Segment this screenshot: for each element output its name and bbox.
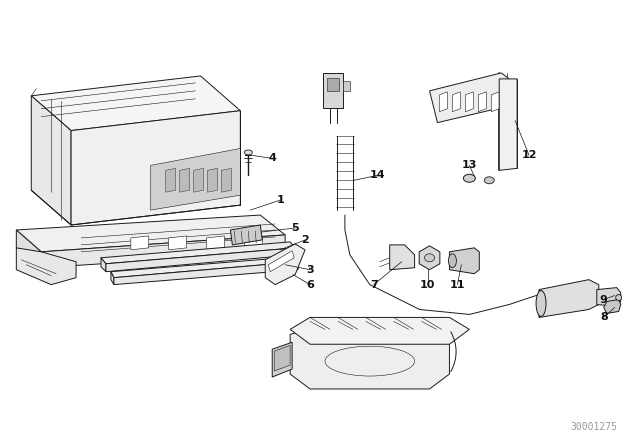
Polygon shape [17,248,76,284]
Polygon shape [106,248,295,271]
Polygon shape [244,236,262,250]
Polygon shape [440,92,447,112]
Polygon shape [111,271,114,284]
Polygon shape [101,258,106,271]
Polygon shape [31,76,241,130]
Polygon shape [449,248,479,274]
Ellipse shape [463,174,476,182]
Polygon shape [390,245,415,270]
Text: 12: 12 [522,151,537,160]
Ellipse shape [484,177,494,184]
Ellipse shape [244,150,252,155]
Polygon shape [272,342,292,377]
Polygon shape [290,318,469,344]
Text: 14: 14 [370,170,385,180]
Text: 11: 11 [450,280,465,289]
Text: 6: 6 [306,280,314,289]
Polygon shape [31,96,71,225]
Text: 9: 9 [600,294,608,305]
Text: 13: 13 [461,160,477,170]
Polygon shape [604,300,621,314]
Polygon shape [290,329,449,389]
Text: 10: 10 [420,280,435,289]
Polygon shape [71,111,241,225]
Text: 7: 7 [370,280,378,289]
Polygon shape [169,236,187,250]
Polygon shape [268,251,294,271]
Polygon shape [429,73,509,123]
Polygon shape [207,168,218,192]
Polygon shape [101,242,295,264]
Polygon shape [180,168,189,192]
Polygon shape [17,230,41,268]
Text: 5: 5 [291,223,299,233]
Polygon shape [492,92,499,112]
Polygon shape [41,235,285,268]
Text: 2: 2 [301,235,309,245]
Text: 30001275: 30001275 [570,422,618,432]
Ellipse shape [449,254,456,268]
Polygon shape [539,280,599,318]
Polygon shape [343,81,350,91]
Polygon shape [478,92,486,112]
Ellipse shape [536,291,546,316]
Ellipse shape [424,254,435,262]
Polygon shape [151,148,241,210]
Polygon shape [207,236,225,250]
Polygon shape [465,92,474,112]
Polygon shape [221,168,232,192]
Text: 3: 3 [306,265,314,275]
Ellipse shape [616,294,621,301]
Polygon shape [452,92,460,112]
Polygon shape [274,345,290,371]
Polygon shape [230,225,262,245]
Polygon shape [499,79,517,170]
Polygon shape [131,236,148,250]
Text: 1: 1 [276,195,284,205]
Polygon shape [327,78,339,91]
Polygon shape [265,244,305,284]
Polygon shape [323,73,343,108]
Polygon shape [166,168,175,192]
Polygon shape [193,168,204,192]
Polygon shape [111,257,298,278]
Polygon shape [17,215,285,252]
Polygon shape [114,262,298,284]
Text: 4: 4 [268,153,276,164]
Text: 8: 8 [600,312,607,323]
Polygon shape [596,288,621,306]
